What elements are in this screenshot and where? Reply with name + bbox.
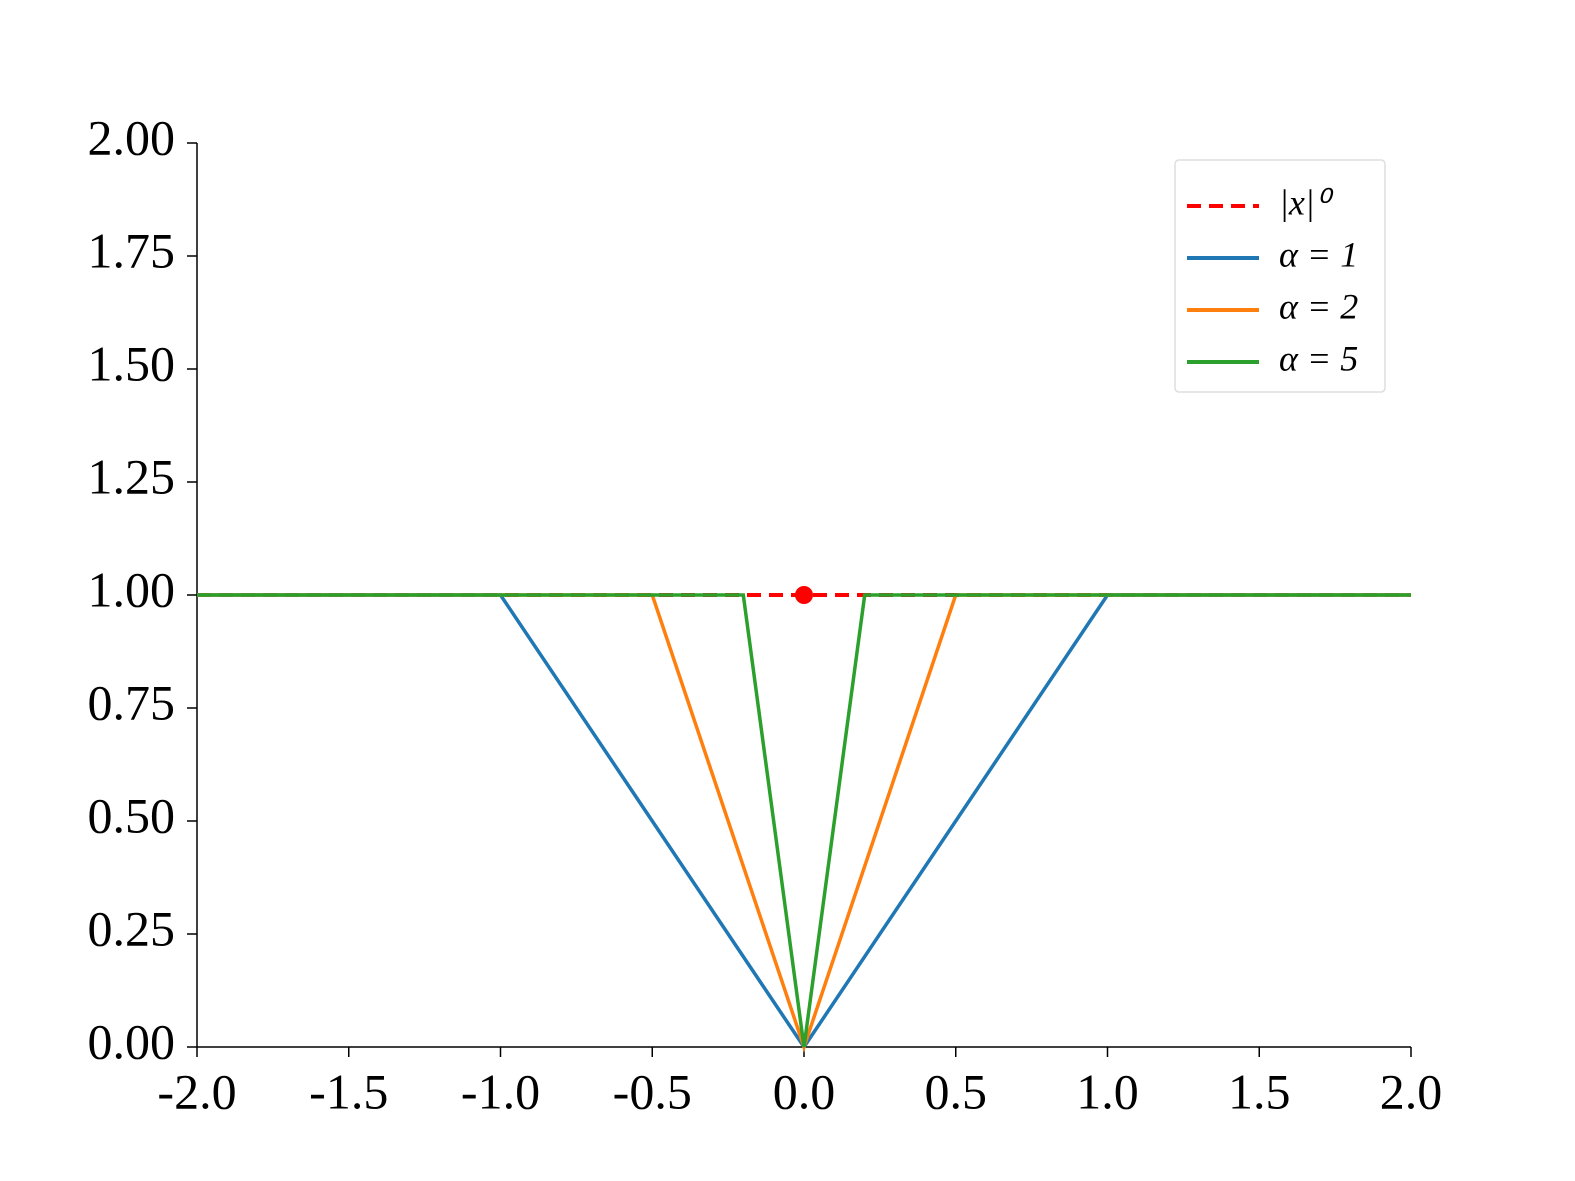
x-tick-label: -1.5: [309, 1063, 388, 1119]
y-tick-label: 1.00: [88, 561, 176, 617]
y-tick-label: 0.75: [88, 674, 176, 730]
y-tick-label: 0.25: [88, 900, 176, 956]
x-tick-label: 2.0: [1380, 1063, 1443, 1119]
y-tick-label: 1.50: [88, 335, 176, 391]
x-tick-label: 1.0: [1076, 1063, 1139, 1119]
x-tick-label: -2.0: [157, 1063, 236, 1119]
y-tick-label: 0.50: [88, 787, 176, 843]
x-tick-label: -0.5: [613, 1063, 692, 1119]
legend-box: [1174, 159, 1386, 393]
x-tick-label: 0.5: [925, 1063, 988, 1119]
series-line: [197, 593, 1411, 1048]
series-line: [197, 593, 1411, 1053]
y-tick-label: 1.75: [88, 222, 176, 278]
x-tick-label: 1.5: [1228, 1063, 1291, 1119]
y-tick-label: 1.25: [88, 448, 176, 504]
x-tick-label: -1.0: [461, 1063, 540, 1119]
y-tick-label: 2.00: [88, 109, 176, 165]
legend-label: α = 1: [1279, 234, 1358, 274]
x-tick-label: 0.0: [773, 1063, 836, 1119]
y-tick-label: 0.00: [88, 1013, 176, 1069]
legend-label: |x|⁰: [1279, 182, 1334, 222]
series-line: [197, 593, 1411, 1051]
legend-label: α = 2: [1279, 286, 1358, 326]
legend-label: α = 5: [1279, 338, 1358, 378]
series-marker: [795, 586, 813, 604]
legend: |x|⁰ α = 1 α = 2 α = 5: [1174, 159, 1386, 393]
